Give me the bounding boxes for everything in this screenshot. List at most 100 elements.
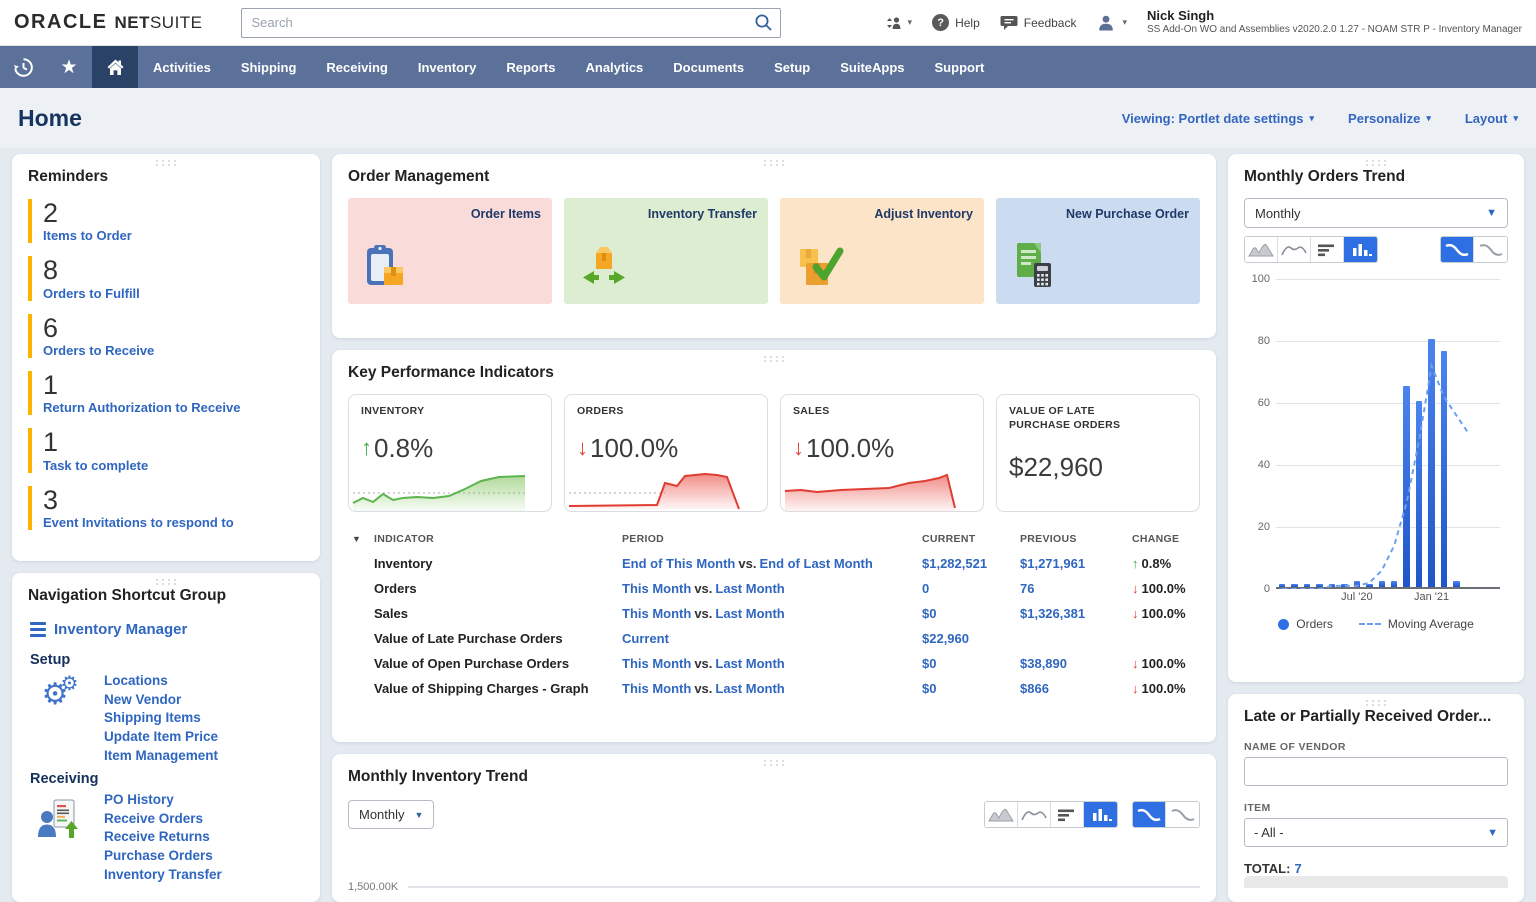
orders-bar[interactable]	[1353, 580, 1361, 587]
kpi-tile-sales[interactable]: SALES ↓ 100.0%	[780, 394, 984, 512]
shortcut-link-inventory-transfer[interactable]: Inventory Transfer	[104, 866, 222, 882]
chart-type-bar-button[interactable]	[1084, 802, 1117, 827]
nav-item-shipping[interactable]: Shipping	[240, 59, 297, 75]
orders-bar[interactable]	[1453, 580, 1460, 587]
kpi-period-link[interactable]: This Month vs. Last Month	[622, 606, 922, 621]
reminder-link[interactable]: Return Authorization to Receive	[43, 400, 241, 416]
inventory-period-select[interactable]: Monthly ▼	[348, 800, 435, 829]
chart-type-line-button[interactable]	[1018, 802, 1051, 827]
kpi-tile-orders[interactable]: ORDERS ↓ 100.0%	[564, 394, 768, 512]
kpi-period-link[interactable]: This Month vs. Last Month	[622, 681, 922, 696]
reminder-link[interactable]: Task to complete	[43, 457, 149, 473]
orders-bar[interactable]	[1291, 583, 1298, 587]
nav-item-activities[interactable]: Activities	[153, 59, 211, 75]
orders-bar[interactable]	[1415, 401, 1423, 587]
drag-handle-icon[interactable]	[154, 578, 178, 586]
orders-bar[interactable]	[1278, 583, 1286, 587]
kpi-period-link[interactable]: End of This Month vs. End of Last Month	[622, 556, 922, 571]
kpi-current-link[interactable]: $0	[922, 681, 937, 696]
shortcut-link-locations[interactable]: Locations	[104, 673, 168, 688]
nav-item-inventory[interactable]: Inventory	[417, 59, 477, 75]
inventory-transfer-tile[interactable]: Inventory Transfer	[564, 198, 768, 304]
orders-bar[interactable]	[1378, 580, 1385, 587]
kpi-current-link[interactable]: $0	[922, 656, 937, 671]
search-input[interactable]	[240, 7, 781, 38]
collapse-caret-icon[interactable]: ▼	[352, 534, 362, 544]
legend-moving-average[interactable]: Moving Average	[1358, 617, 1474, 631]
kpi-period-link[interactable]: Current	[622, 631, 922, 646]
reminder-link[interactable]: Orders to Fulfill	[43, 285, 140, 301]
layout-menu[interactable]: Layout ▾	[1464, 110, 1518, 126]
kpi-tile-late-po-value[interactable]: VALUE OF LATE PURCHASE ORDERS $22,960	[996, 394, 1200, 512]
kpi-current-link[interactable]: $0	[922, 606, 937, 621]
reminder-link[interactable]: Items to Order	[43, 228, 132, 244]
adjust-inventory-tile[interactable]: Adjust Inventory	[780, 198, 984, 304]
kpi-current-link[interactable]: $22,960	[922, 631, 969, 646]
drag-handle-icon[interactable]	[762, 355, 786, 363]
orders-bar[interactable]	[1428, 339, 1435, 587]
kpi-previous-link[interactable]: $1,271,961	[1020, 556, 1086, 571]
home-tab[interactable]	[92, 46, 138, 88]
kpi-current-link[interactable]: $1,282,521	[922, 556, 988, 571]
shortcut-link-receive-orders[interactable]: Receive Orders	[104, 810, 204, 826]
role-switcher[interactable]: ▾	[884, 14, 912, 32]
shortcut-link-new-vendor[interactable]: New Vendor	[104, 691, 182, 707]
chart-type-area-button[interactable]	[1245, 237, 1278, 262]
nav-item-support[interactable]: Support	[934, 59, 985, 75]
smoothing-on-button[interactable]	[1441, 237, 1474, 262]
shortcuts-button[interactable]: ★	[46, 46, 92, 88]
chart-type-line-button[interactable]	[1278, 237, 1311, 262]
kpi-current-link[interactable]: 0	[922, 581, 930, 596]
nav-item-suiteapps[interactable]: SuiteApps	[840, 59, 905, 75]
item-select[interactable]: - All - ▼	[1244, 818, 1508, 848]
kpi-previous-link[interactable]: 76	[1020, 581, 1035, 596]
feedback-menu[interactable]: Feedback	[1000, 14, 1076, 31]
drag-handle-icon[interactable]	[762, 759, 786, 767]
chart-type-hbar-button[interactable]	[1311, 237, 1344, 262]
smoothing-off-button[interactable]	[1166, 802, 1199, 827]
drag-handle-icon[interactable]	[1364, 699, 1388, 707]
reminder-link[interactable]: Event Invitations to respond to	[43, 515, 234, 531]
shortcut-link-update-item-price[interactable]: Update Item Price	[104, 728, 219, 744]
nav-item-documents[interactable]: Documents	[673, 59, 745, 75]
recent-records-button[interactable]	[0, 46, 46, 88]
kpi-tile-inventory[interactable]: INVENTORY ↑ 0.8%	[348, 394, 552, 512]
new-purchase-order-tile[interactable]: New Purchase Order	[996, 198, 1200, 304]
user-menu[interactable]: ▾	[1096, 13, 1127, 33]
orders-period-select[interactable]: Monthly ▼	[1244, 198, 1508, 228]
orders-bar[interactable]	[1390, 580, 1398, 587]
chart-type-area-button[interactable]	[985, 802, 1018, 827]
orders-bar[interactable]	[1366, 583, 1373, 587]
shortcut-link-purchase-orders[interactable]: Purchase Orders	[104, 848, 213, 863]
shortcut-link-po-history[interactable]: PO History	[104, 792, 174, 808]
orders-bar[interactable]	[1341, 583, 1348, 587]
drag-handle-icon[interactable]	[154, 159, 178, 167]
help-menu[interactable]: ? Help	[932, 14, 980, 31]
nav-item-receiving[interactable]: Receiving	[326, 59, 388, 75]
viewing-portlet-date-settings[interactable]: Viewing: Portlet date settings ▾	[1121, 110, 1315, 126]
inventory-manager-link[interactable]: Inventory Manager	[30, 621, 304, 638]
shortcut-link-item-management[interactable]: Item Management	[104, 747, 219, 763]
orders-bar[interactable]	[1303, 583, 1311, 587]
smoothing-off-button[interactable]	[1474, 237, 1507, 262]
kpi-previous-link[interactable]: $866	[1020, 681, 1049, 696]
drag-handle-icon[interactable]	[762, 159, 786, 167]
shortcut-link-shipping-items[interactable]: Shipping Items	[104, 710, 201, 726]
netsuite-logo[interactable]: ORACLE NETSUITE	[14, 11, 203, 34]
order-items-tile[interactable]: Order Items	[348, 198, 552, 304]
nav-item-analytics[interactable]: Analytics	[585, 59, 644, 75]
kpi-previous-link[interactable]: $38,890	[1020, 656, 1067, 671]
orders-bar[interactable]	[1328, 583, 1336, 587]
total-value[interactable]: 7	[1294, 861, 1302, 877]
orders-bar[interactable]	[1440, 351, 1448, 587]
search-icon[interactable]	[754, 13, 773, 37]
drag-handle-icon[interactable]	[1364, 159, 1388, 167]
orders-bar[interactable]	[1316, 583, 1323, 587]
nav-item-setup[interactable]: Setup	[774, 59, 811, 75]
nav-item-reports[interactable]: Reports	[506, 59, 556, 75]
orders-bar[interactable]	[1403, 385, 1410, 587]
shortcut-link-receive-returns[interactable]: Receive Returns	[104, 829, 210, 845]
kpi-previous-link[interactable]: $1,326,381	[1020, 606, 1086, 621]
kpi-period-link[interactable]: This Month vs. Last Month	[622, 581, 922, 596]
chart-type-hbar-button[interactable]	[1051, 802, 1084, 827]
